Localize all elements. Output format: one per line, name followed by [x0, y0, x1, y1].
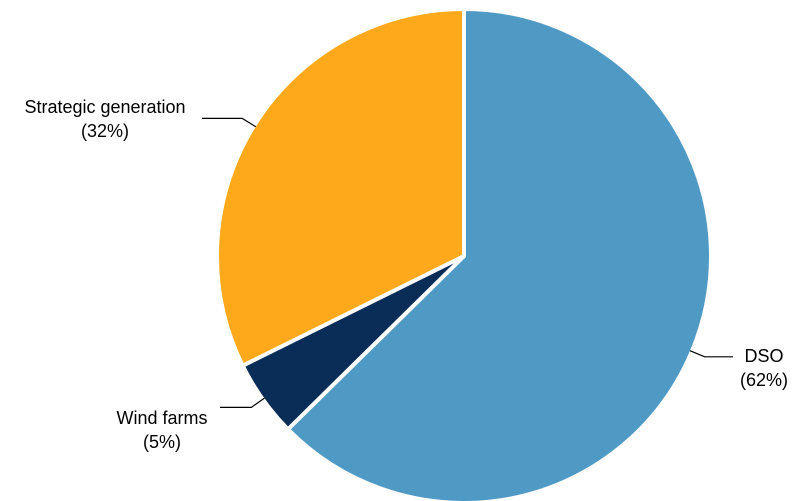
leaders-layer	[202, 117, 733, 408]
leader-line-strategic-generation	[202, 117, 257, 128]
slice-label-dso-name: DSO	[744, 346, 783, 366]
leader-line-dso	[689, 350, 733, 358]
slice-label-strategic-generation-value: (32%)	[81, 121, 129, 141]
slice-label-wind-farms-name: Wind farms	[116, 408, 207, 428]
slice-label-dso-value: (62%)	[740, 370, 788, 390]
labels-layer: DSO (62%) Wind farms (5%) Strategic gene…	[24, 97, 788, 452]
slices-layer	[215, 6, 713, 501]
slice-label-strategic-generation-name: Strategic generation	[24, 97, 185, 117]
slice-label-wind-farms-value: (5%)	[143, 432, 181, 452]
leader-line-wind-farms	[220, 397, 265, 408]
